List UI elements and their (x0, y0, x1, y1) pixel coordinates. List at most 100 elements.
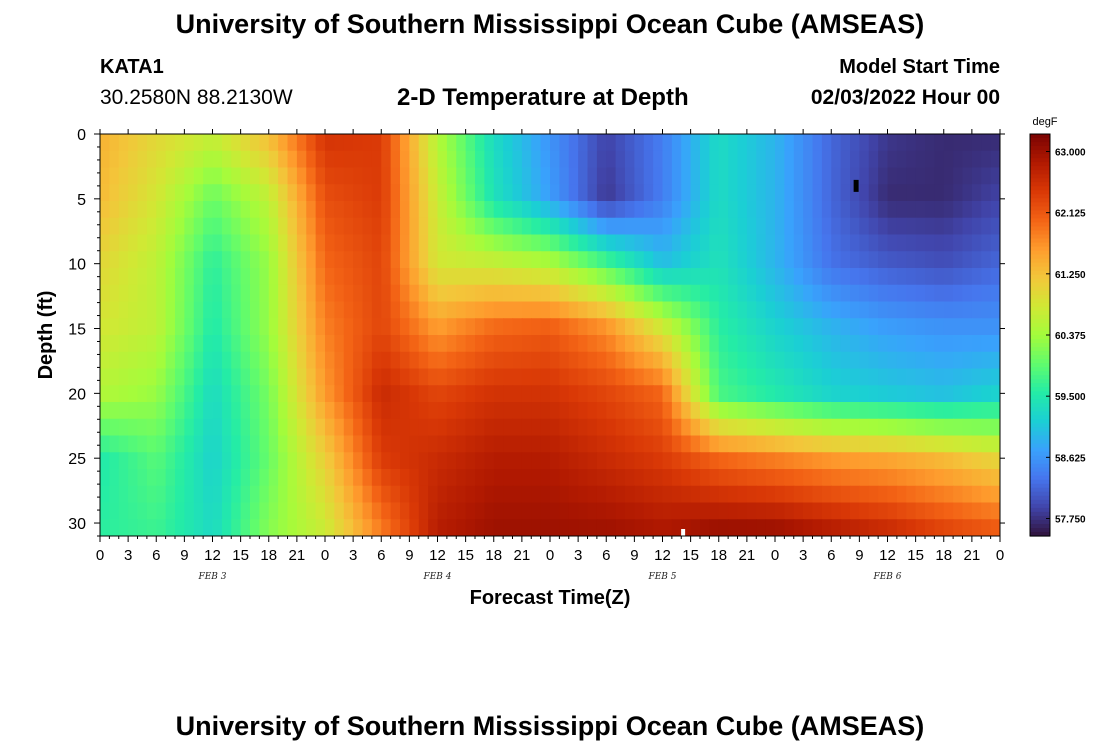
heatmap-cell (212, 251, 223, 269)
heatmap-cell (971, 385, 982, 403)
heatmap-cell (493, 150, 504, 169)
heatmap-cell (850, 234, 860, 252)
heatmap-cell (850, 502, 860, 520)
heatmap-cell (718, 335, 729, 353)
heatmap-cell (390, 234, 401, 252)
x-tick-label: 3 (574, 547, 582, 564)
heatmap-cell (934, 351, 945, 370)
heatmap-cell (596, 402, 607, 420)
heatmap-cell (362, 402, 373, 420)
heatmap-cell (381, 201, 392, 219)
heatmap-cell (203, 251, 214, 269)
heatmap-cell (381, 134, 392, 152)
heatmap-cell (934, 502, 945, 520)
heatmap-cell (259, 150, 270, 169)
heatmap-cell (362, 502, 373, 520)
heatmap-cell (775, 301, 785, 319)
heatmap-cell (737, 251, 748, 269)
heatmap-cell (287, 368, 298, 386)
heatmap-cell (840, 301, 851, 319)
heatmap-cell (746, 167, 757, 185)
heatmap-cell (746, 217, 757, 236)
heatmap-cell (934, 402, 945, 420)
heatmap-cell (278, 502, 289, 520)
heatmap-cell (531, 502, 542, 520)
heatmap-cell (728, 318, 739, 336)
heatmap-cell (587, 519, 598, 536)
heatmap-cell (437, 217, 448, 236)
heatmap-cell (803, 435, 814, 453)
date-label: FEB 6 (872, 572, 901, 582)
heatmap-cell (456, 502, 467, 520)
heatmap-cell (334, 268, 345, 286)
colorbar-swatch (1030, 447, 1050, 453)
heatmap-cell (550, 502, 560, 520)
heatmap-cell (887, 485, 898, 504)
heatmap-cell (521, 318, 532, 336)
heatmap-cell (803, 335, 814, 353)
heatmap-cell (737, 134, 748, 152)
heatmap-cell (746, 234, 757, 252)
heatmap-cell (165, 452, 176, 470)
heatmap-cell (100, 134, 110, 152)
heatmap-cell (690, 469, 701, 487)
heatmap-cell (925, 268, 935, 286)
heatmap-cell (596, 368, 607, 386)
heatmap-cell (175, 502, 185, 520)
heatmap-cell (540, 402, 551, 420)
heatmap-cell (146, 301, 157, 319)
heatmap-cell (334, 452, 345, 470)
heatmap-cell (934, 368, 945, 386)
heatmap-cell (690, 184, 701, 202)
heatmap-cell (775, 452, 785, 470)
heatmap-cell (746, 251, 757, 269)
heatmap-cell (540, 385, 551, 403)
heatmap-cell (925, 134, 935, 152)
colorbar-swatch (1030, 363, 1050, 368)
heatmap-cell (446, 485, 457, 504)
heatmap-cell (606, 452, 617, 470)
heatmap-cell (859, 284, 870, 303)
heatmap-cell (381, 150, 392, 169)
heatmap-cell (325, 485, 335, 504)
heatmap-cell (165, 368, 176, 386)
heatmap-cell (990, 234, 1000, 252)
heatmap-cell (259, 167, 270, 185)
heatmap-cell (559, 318, 570, 336)
heatmap-cell (587, 167, 598, 185)
heatmap-cell (718, 485, 729, 504)
heatmap-cell (568, 301, 579, 319)
colorbar-swatch (1030, 347, 1050, 352)
heatmap-cell (568, 268, 579, 286)
colorbar-swatch (1030, 399, 1050, 404)
heatmap-cell (737, 301, 748, 319)
heatmap-cell (718, 134, 729, 152)
heatmap-cell (353, 134, 364, 152)
colorbar-tick-label: 61.250 (1055, 270, 1086, 281)
heatmap-cell (456, 184, 467, 202)
heatmap-cell (343, 351, 354, 370)
heatmap-cell (306, 201, 317, 219)
heatmap-cell (625, 301, 635, 319)
heatmap-cell (503, 452, 514, 470)
heatmap-cell (606, 234, 617, 252)
heatmap-cell (737, 234, 748, 252)
heatmap-cell (278, 234, 289, 252)
heatmap-cell (193, 351, 204, 370)
heatmap-cell (878, 435, 889, 453)
x-tick-label: 15 (907, 547, 924, 564)
heatmap-cell (531, 284, 542, 303)
heatmap-cell (250, 234, 260, 252)
colorbar-swatch (1030, 407, 1050, 412)
heatmap-cell (559, 134, 570, 152)
heatmap-cell (878, 234, 889, 252)
heatmap-cell (831, 318, 842, 336)
heatmap-cell (934, 150, 945, 169)
x-tick-label: 6 (377, 547, 385, 564)
heatmap-cell (868, 201, 879, 219)
colorbar-swatch (1030, 459, 1050, 465)
heatmap-cell (784, 435, 795, 453)
y-tick-label: 15 (68, 322, 86, 339)
heatmap-cell (287, 435, 298, 453)
heatmap-cell (381, 184, 392, 202)
